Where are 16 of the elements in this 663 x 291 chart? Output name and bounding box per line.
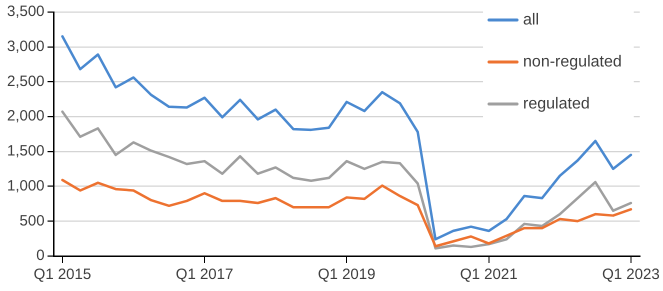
y-tick-label: 0 — [36, 247, 45, 264]
y-tick-label: 3,500 — [6, 3, 45, 20]
y-tick-label: 3,000 — [6, 38, 45, 55]
legend-label: non-regulated — [523, 53, 622, 70]
y-tick-label: 500 — [20, 212, 45, 230]
x-tick-label: Q1 2019 — [318, 266, 376, 284]
y-tick-label: 2,500 — [6, 72, 45, 90]
y-tick-label: 1,000 — [6, 177, 45, 194]
legend-label: regulated — [523, 95, 590, 112]
x-tick-label: Q1 2015 — [34, 266, 92, 284]
y-tick-label: 2,000 — [6, 108, 45, 125]
x-tick-label: Q1 2023 — [602, 266, 660, 284]
x-tick-label: Q1 2017 — [176, 266, 234, 284]
y-tick-label: 1,500 — [6, 142, 45, 160]
legend-label: all — [523, 11, 540, 28]
x-tick-label: Q1 2021 — [460, 266, 518, 284]
